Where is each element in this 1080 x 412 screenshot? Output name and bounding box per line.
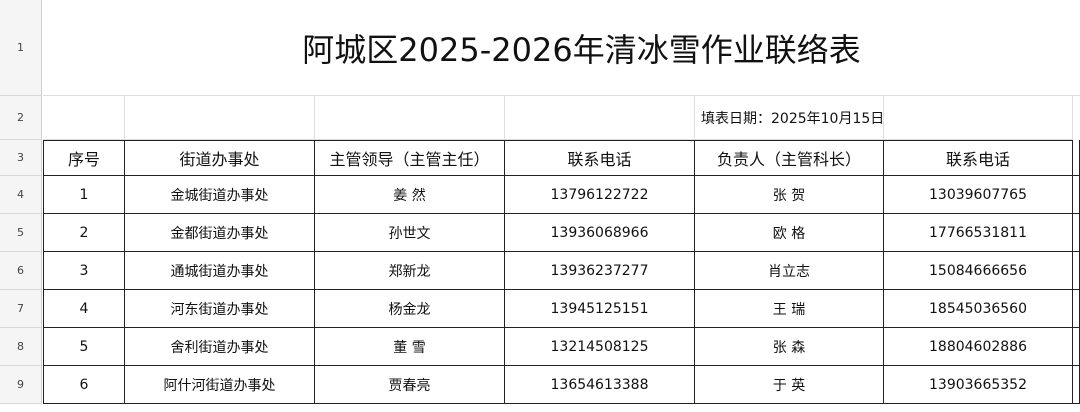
row-header[interactable]: 1 — [0, 0, 42, 96]
column-header-extra[interactable] — [1073, 140, 1080, 176]
table-cell[interactable]: 1 — [43, 176, 125, 214]
table-cell[interactable]: 15084666656 — [884, 252, 1073, 290]
table-cell[interactable]: 2 — [43, 214, 125, 252]
table-cell[interactable]: 王 瑞 — [695, 290, 884, 328]
table-cell-extra[interactable] — [1073, 366, 1080, 404]
table-cell[interactable]: 18545036560 — [884, 290, 1073, 328]
table-cell[interactable]: 河东街道办事处 — [125, 290, 315, 328]
table-cell-extra[interactable] — [1073, 252, 1080, 290]
table-cell[interactable]: 18804602886 — [884, 328, 1073, 366]
table-cell[interactable]: 于 英 — [695, 366, 884, 404]
row-header[interactable]: 6 — [0, 252, 42, 290]
table-cell[interactable]: 董 雪 — [315, 328, 505, 366]
table-cell[interactable]: 13945125151 — [505, 290, 695, 328]
table-cell[interactable]: 金城街道办事处 — [125, 176, 315, 214]
table-cell[interactable]: 杨金龙 — [315, 290, 505, 328]
column-header[interactable]: 负责人（主管科长） — [695, 140, 884, 176]
row-header[interactable]: 5 — [0, 214, 42, 252]
column-header[interactable]: 联系电话 — [505, 140, 695, 176]
table-cell[interactable]: 3 — [43, 252, 125, 290]
row-header[interactable]: 4 — [0, 176, 42, 214]
table-cell[interactable]: 17766531811 — [884, 214, 1073, 252]
empty-cell[interactable] — [43, 96, 125, 140]
table-cell[interactable]: 孙世文 — [315, 214, 505, 252]
table-cell[interactable]: 13903665352 — [884, 366, 1073, 404]
table-cell[interactable]: 13796122722 — [505, 176, 695, 214]
sheet-title[interactable]: 阿城区2025-2026年清冰雪作业联络表 — [43, 0, 1080, 96]
table-cell[interactable]: 张 贺 — [695, 176, 884, 214]
table-cell[interactable]: 舍利街道办事处 — [125, 328, 315, 366]
fill-date[interactable]: 填表日期：2025年10月15日 — [701, 111, 885, 127]
row-header[interactable]: 8 — [0, 328, 42, 366]
table-cell[interactable]: 肖立志 — [695, 252, 884, 290]
table-cell[interactable]: 5 — [43, 328, 125, 366]
empty-cell[interactable] — [695, 96, 884, 140]
table-cell[interactable]: 欧 格 — [695, 214, 884, 252]
table-cell-extra[interactable] — [1073, 290, 1080, 328]
table-cell[interactable]: 姜 然 — [315, 176, 505, 214]
table-cell[interactable]: 13214508125 — [505, 328, 695, 366]
table-cell[interactable]: 13936237277 — [505, 252, 695, 290]
table-cell[interactable]: 张 森 — [695, 328, 884, 366]
row-header[interactable]: 2 — [0, 96, 42, 140]
table-cell[interactable]: 13936068966 — [505, 214, 695, 252]
row-header[interactable]: 3 — [0, 140, 42, 176]
table-cell[interactable]: 6 — [43, 366, 125, 404]
column-header[interactable]: 联系电话 — [884, 140, 1073, 176]
table-cell-extra[interactable] — [1073, 176, 1080, 214]
column-header[interactable]: 街道办事处 — [125, 140, 315, 176]
table-cell[interactable]: 13654613388 — [505, 366, 695, 404]
empty-cell[interactable] — [315, 96, 505, 140]
row-header[interactable]: 7 — [0, 290, 42, 328]
empty-cell[interactable] — [505, 96, 695, 140]
table-cell[interactable]: 阿什河街道办事处 — [125, 366, 315, 404]
column-header[interactable]: 主管领导（主管主任） — [315, 140, 505, 176]
table-cell[interactable]: 贾春亮 — [315, 366, 505, 404]
empty-cell[interactable] — [125, 96, 315, 140]
empty-cell[interactable] — [884, 96, 1073, 140]
row-header[interactable]: 9 — [0, 366, 42, 404]
table-cell[interactable]: 金都街道办事处 — [125, 214, 315, 252]
table-cell[interactable]: 13039607765 — [884, 176, 1073, 214]
table-cell[interactable]: 郑新龙 — [315, 252, 505, 290]
table-cell-extra[interactable] — [1073, 328, 1080, 366]
table-cell-extra[interactable] — [1073, 214, 1080, 252]
column-header[interactable]: 序号 — [43, 140, 125, 176]
table-cell[interactable]: 通城街道办事处 — [125, 252, 315, 290]
table-cell[interactable]: 4 — [43, 290, 125, 328]
